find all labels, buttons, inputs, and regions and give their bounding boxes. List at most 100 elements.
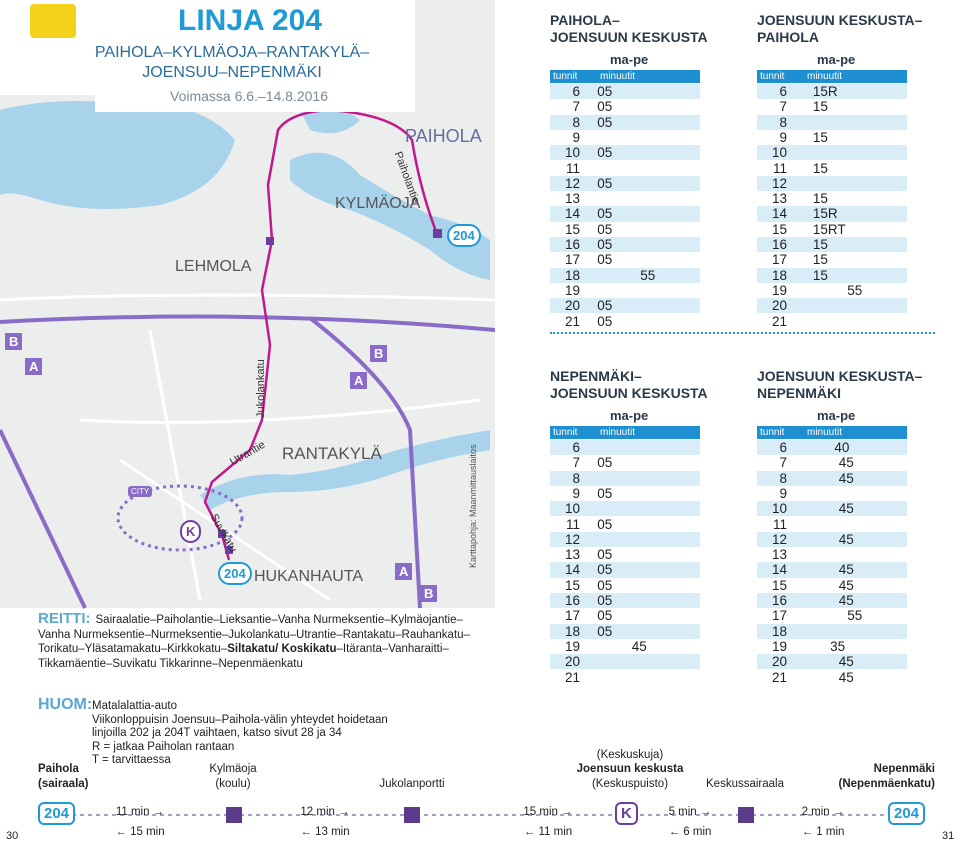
hour: 9 [572,485,580,501]
hour: 13 [771,191,787,207]
hour: 20 [771,298,787,314]
row [550,160,700,176]
hour: 12 [771,175,787,191]
row [757,669,907,685]
row [550,562,700,578]
hour: 9 [572,129,580,145]
hour: 13 [564,547,580,563]
timetable-title: PAIHOLA [757,29,819,45]
minute: 15 [812,160,828,176]
validity: Voimassa 6.6.–14.8.2016 [170,88,329,104]
row [550,485,700,502]
row [757,267,907,283]
row [550,470,700,486]
row [550,129,700,146]
route-part: –Itäranta–Vanharaitti–Tikkamäentie–Suvik… [38,643,449,670]
map-letter: B [5,333,23,350]
map-label: CITY [128,486,153,497]
hour: 21 [564,669,580,685]
row [757,562,907,578]
timetable-title: JOENSUUN KESKUSTA– [757,12,923,28]
minute: 05 [597,455,613,471]
row [550,608,700,624]
hour: 10 [564,501,580,517]
row [550,516,700,532]
header-bar [550,70,700,83]
row [550,440,700,456]
hour: 9 [779,485,787,501]
row [757,145,907,161]
row [550,577,700,593]
hour: 10 [564,145,580,161]
hour: 21 [771,669,787,685]
row [757,593,907,609]
minute: 15R [812,84,838,99]
row [757,516,907,532]
header-bg [95,0,415,112]
row [757,252,907,268]
hour: 19 [564,638,580,654]
hour: 19 [771,638,787,654]
row [550,531,700,548]
stop-name: (Nepenmäenkatu) [838,777,936,790]
timetable-title: NEPENMÄKI [757,385,842,401]
minute: 05 [597,593,613,608]
travel-time: 15 min → [523,806,573,818]
row [757,114,907,130]
row [550,267,700,283]
row [550,114,700,130]
row [757,99,907,115]
hour: 12 [771,531,787,547]
hour: 11 [772,516,787,532]
map-marker: 204 [447,224,481,247]
minute: 05 [597,608,613,624]
hour: 18 [771,623,787,639]
stop-badge: 204 [38,802,76,825]
stop-name: Kylmäoja [209,763,257,775]
minute: 05 [597,237,613,252]
hour: 18 [564,267,580,283]
stop-name: Nepenmäki [873,763,935,775]
map-marker: K [180,520,202,543]
row [757,282,907,299]
row [550,252,700,268]
row [757,485,907,502]
row [550,638,700,655]
minute: 45 [838,531,854,547]
row [550,313,700,329]
column-head: minuutit [600,427,636,438]
days: ma-pe [610,408,649,423]
timetable-title: PAIHOLA– [550,12,620,28]
map-label: Jukolankatu [255,359,267,418]
minute: 55 [847,608,863,624]
header-bar [757,70,907,83]
row [550,99,700,115]
minute: 15R [812,206,838,222]
travel-time: ← 1 min [801,826,845,838]
map-label: LEHMOLA [175,258,252,275]
minute: 15 [812,237,828,252]
route-subtitle: JOENSUU–NEPENMÄKI [142,64,322,81]
hour: 12 [564,531,580,547]
hour: 14 [771,206,787,222]
minute: 15 [812,252,828,268]
hour: 19 [564,282,580,298]
timetable-title: JOENSUUN KESKUSTA– [757,368,923,384]
hour: 16 [771,237,787,252]
travel-time: 2 min → [801,806,845,818]
hour: 16 [771,593,787,608]
travel-time: 11 min → [115,806,165,818]
hour: 7 [572,99,580,115]
row [550,237,700,253]
hour: 7 [779,99,787,115]
stop-name: (sairaala) [38,777,89,790]
map-label: RANTAKYLÄ [282,444,382,463]
map-letter: A [25,358,43,375]
row [757,298,907,314]
minute: 45 [838,654,854,670]
minute: 45 [838,577,854,593]
minute: 05 [597,516,613,532]
days: ma-pe [610,52,649,67]
hour: 15 [564,221,580,237]
